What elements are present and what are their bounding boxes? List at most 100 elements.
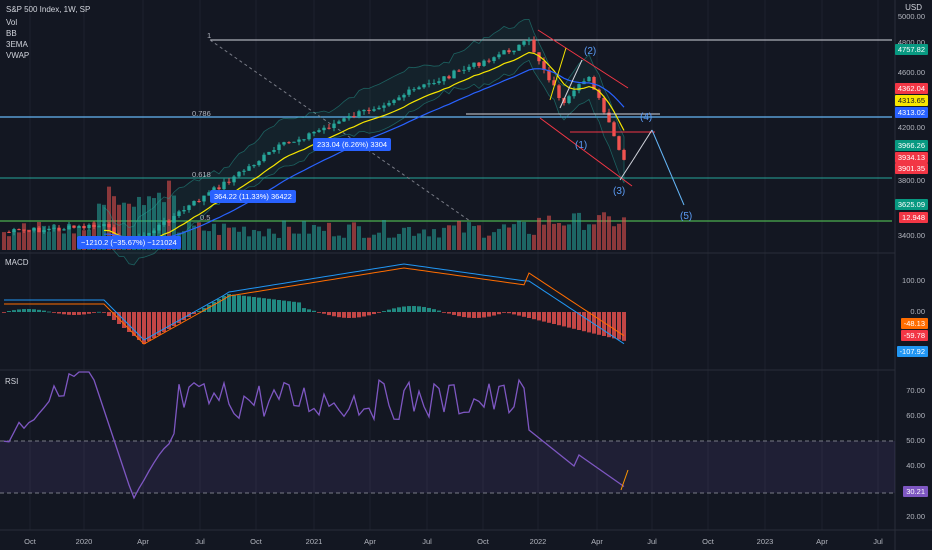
- macd-histogram-bar: [487, 312, 491, 317]
- volume-bar: [332, 236, 336, 250]
- price-candles[interactable]: [7, 36, 626, 249]
- volume-bar: [362, 237, 366, 250]
- candle-body: [152, 230, 156, 234]
- macd-histogram-bar: [457, 312, 461, 317]
- candle-body: [262, 154, 266, 162]
- fib-label-0786: 0.786: [192, 109, 211, 118]
- macd-histogram-bar: [562, 312, 566, 327]
- candle-body: [372, 109, 376, 111]
- candle-body: [357, 111, 361, 117]
- channel-bottom-line[interactable]: [539, 117, 633, 187]
- rsi-badge: 30.21: [903, 486, 928, 497]
- macd-histogram-bar: [37, 309, 41, 312]
- macd-histogram-bar: [42, 310, 46, 312]
- volume-bar: [312, 224, 316, 250]
- candle-body: [572, 90, 576, 97]
- volume-bar: [317, 226, 321, 250]
- macd-histogram-bar: [167, 312, 171, 329]
- candle-body: [447, 76, 451, 79]
- macd-histogram-bar: [317, 312, 321, 313]
- price-tick: 3400.00: [897, 231, 925, 240]
- measure-label-3[interactable]: −1210.2 (−35.67%) −121024: [77, 236, 181, 249]
- candle-body: [287, 142, 291, 144]
- volume-bar: [477, 225, 481, 250]
- macd-histogram-bar: [517, 312, 521, 316]
- macd-histogram-bar: [377, 312, 381, 313]
- candle-body: [502, 50, 506, 55]
- macd-histogram-bar: [522, 312, 526, 317]
- candle-body: [527, 39, 531, 42]
- indicator-vwap[interactable]: VWAP: [6, 51, 30, 60]
- volume-bar: [197, 222, 201, 250]
- volume-bar: [222, 223, 226, 250]
- volume-bar: [27, 229, 31, 250]
- macd-histogram-bar: [362, 312, 366, 317]
- candle-body: [212, 187, 216, 193]
- volume-bar: [262, 236, 266, 250]
- macd-histogram-bar: [257, 297, 261, 312]
- macd-histogram-bar: [572, 312, 576, 329]
- candle-body: [377, 107, 381, 110]
- macd-histogram-bar: [192, 312, 196, 314]
- macd-histogram-bar: [282, 300, 286, 312]
- candle-body: [507, 50, 511, 53]
- volume-bar: [237, 231, 241, 250]
- candle-body: [187, 205, 191, 210]
- macd-histogram-bar: [412, 306, 416, 312]
- macd-histogram-bar: [352, 312, 356, 318]
- candle-body: [417, 87, 421, 90]
- macd-histogram-bar: [22, 309, 26, 312]
- measure-label-2[interactable]: 364.22 (11.33%) 36422: [210, 190, 296, 203]
- symbol-title[interactable]: S&P 500 Index, 1W, SP: [6, 5, 91, 14]
- macd-histogram-bar: [292, 301, 296, 312]
- macd-pane-label[interactable]: MACD: [5, 258, 29, 267]
- volume-bar: [217, 234, 221, 250]
- candle-body: [312, 131, 316, 134]
- macd-histogram-bar: [162, 312, 166, 332]
- fib-label-1: 1: [207, 31, 212, 40]
- channel-top-line[interactable]: [537, 29, 629, 89]
- volume-bar: [592, 224, 596, 250]
- indicator-vol[interactable]: Vol: [6, 18, 18, 27]
- time-tick: 2023: [756, 537, 774, 546]
- macd-histogram-bar: [612, 312, 616, 339]
- volume-bars: [2, 180, 626, 250]
- measure-label-1[interactable]: 233.04 (6.26%) 3304: [313, 138, 392, 151]
- macd-histogram-bar: [117, 312, 121, 324]
- candle-body: [27, 230, 31, 232]
- price-badge-green: 3966.26: [894, 140, 928, 151]
- macd-histogram-bar: [437, 310, 441, 312]
- volume-bar: [422, 229, 426, 250]
- candle-body: [462, 69, 466, 71]
- candle-body: [172, 215, 176, 223]
- volume-bar: [257, 231, 261, 250]
- volume-bar: [382, 220, 386, 250]
- volume-bar: [357, 226, 361, 250]
- macd-histogram-bar: [262, 298, 266, 312]
- candle-body: [37, 227, 41, 233]
- indicator-bb[interactable]: BB: [6, 29, 17, 38]
- volume-bar: [327, 222, 331, 250]
- candle-body: [57, 227, 61, 231]
- volume-bar: [132, 206, 136, 250]
- macd-histogram-bar: [97, 311, 101, 313]
- rsi-pane-label[interactable]: RSI: [5, 377, 19, 386]
- macd-histogram-bar: [62, 312, 66, 315]
- macd-histogram-bar: [2, 312, 6, 313]
- candle-body: [337, 121, 341, 124]
- candle-body: [67, 225, 71, 230]
- candle-body: [597, 89, 601, 98]
- currency-label[interactable]: USD: [905, 3, 922, 12]
- time-tick: Apr: [137, 537, 149, 546]
- indicator-3ema[interactable]: 3EMA: [6, 40, 28, 49]
- wave-label-1: (1): [575, 140, 588, 151]
- volume-bar: [487, 235, 491, 250]
- candle-body: [487, 60, 491, 62]
- rsi-line: [3, 371, 625, 500]
- time-tick: Oct: [250, 537, 262, 546]
- rsi-tick: 50.00: [906, 436, 925, 445]
- volume-bar: [572, 213, 576, 250]
- volume-bar: [457, 220, 461, 250]
- price-badge-last: 3901.35: [894, 163, 928, 174]
